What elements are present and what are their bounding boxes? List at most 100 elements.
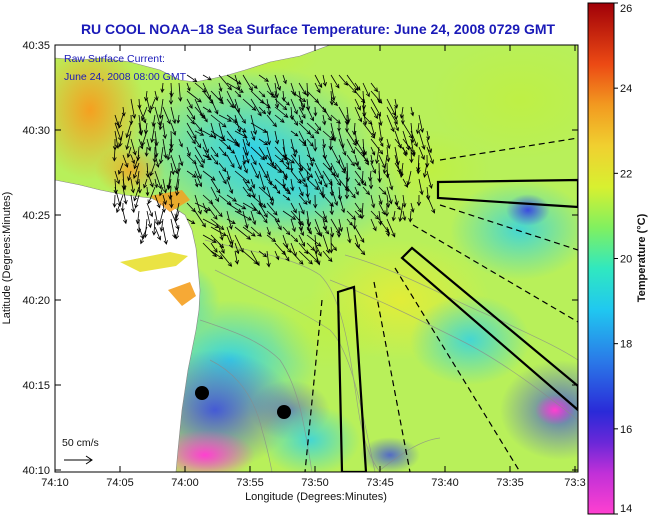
current-vector — [127, 170, 132, 182]
current-vector — [306, 226, 312, 235]
current-vector — [234, 74, 241, 91]
current-vector — [138, 138, 144, 150]
current-vector — [202, 170, 216, 181]
current-vector — [354, 154, 360, 167]
current-vector — [345, 122, 349, 133]
current-vector — [314, 82, 321, 94]
current-vector — [159, 218, 164, 233]
current-vector — [118, 130, 124, 148]
current-vector — [112, 146, 117, 162]
current-vector — [161, 202, 166, 213]
current-vector — [306, 106, 314, 122]
current-vector — [282, 146, 290, 166]
current-vector — [194, 178, 199, 188]
current-vector — [258, 250, 268, 258]
current-vector — [218, 170, 227, 185]
current-vector — [129, 114, 134, 125]
current-vector — [305, 82, 310, 98]
current-vector — [234, 114, 242, 133]
current-vector — [384, 202, 390, 217]
current-vector — [282, 170, 288, 181]
current-vector — [290, 114, 299, 126]
transect-box-southeast — [400, 246, 578, 412]
current-vector — [154, 154, 160, 168]
current-vector — [314, 250, 321, 266]
current-vector — [409, 146, 414, 164]
x-tick-label: 73:45 — [366, 477, 394, 489]
current-vector — [194, 122, 203, 133]
current-vector — [114, 186, 122, 207]
x-tick-label: 74:00 — [171, 477, 199, 489]
current-vector — [370, 154, 374, 165]
current-vector — [274, 74, 281, 91]
current-vector — [130, 178, 135, 194]
current-vector — [242, 146, 250, 164]
current-vector — [362, 114, 373, 125]
current-vector — [338, 218, 343, 233]
current-vector — [151, 218, 157, 236]
current-vector — [125, 130, 132, 151]
current-vector — [218, 82, 223, 92]
current-vector — [330, 74, 340, 89]
current-vector — [250, 122, 268, 133]
current-vector — [258, 138, 269, 146]
current-vector — [298, 82, 307, 96]
current-vector — [218, 90, 223, 102]
current-vector — [210, 202, 223, 218]
annotation-line-1: Raw Surface Current: — [64, 53, 165, 65]
current-vector — [322, 114, 327, 126]
colorbar-tick-label: 24 — [620, 83, 632, 95]
current-vector — [146, 170, 154, 188]
current-vector — [370, 106, 378, 120]
current-vector — [250, 98, 262, 117]
current-vector — [394, 202, 401, 211]
current-vector — [234, 202, 247, 210]
current-vector — [242, 74, 253, 92]
current-vector — [218, 162, 227, 173]
current-vector — [242, 130, 250, 147]
current-vector — [242, 98, 257, 111]
current-vector — [290, 146, 298, 153]
current-vector — [266, 98, 272, 116]
current-vector — [370, 194, 376, 209]
current-vector — [226, 218, 236, 225]
current-vector — [394, 194, 399, 206]
current-vector — [250, 154, 257, 166]
current-vector — [202, 106, 212, 113]
coast-land — [55, 179, 201, 472]
current-vector — [274, 250, 280, 261]
current-vector — [159, 186, 164, 197]
current-vector — [145, 162, 150, 178]
current-vector — [306, 170, 310, 181]
current-vector — [378, 218, 390, 234]
current-vector — [121, 106, 126, 117]
current-vector — [226, 170, 231, 181]
current-vector — [226, 154, 235, 169]
current-vector — [314, 242, 322, 257]
current-vector — [377, 90, 382, 104]
current-vector — [186, 154, 197, 165]
current-vector — [210, 154, 219, 166]
current-vector — [322, 178, 328, 188]
current-vector — [289, 106, 294, 121]
current-vector — [175, 178, 180, 197]
current-vector — [370, 122, 376, 137]
current-vector — [176, 114, 181, 124]
current-vector — [370, 210, 380, 220]
current-vector — [306, 194, 311, 205]
current-vector — [218, 74, 232, 91]
current-vector — [234, 90, 242, 98]
current-vector — [346, 226, 352, 244]
map-frame — [54, 44, 579, 473]
current-vector — [426, 138, 433, 154]
current-vector — [306, 250, 319, 263]
y-tick-label: 40:10 — [22, 465, 50, 477]
station-marker-2 — [277, 405, 291, 419]
current-vectors — [112, 74, 436, 268]
current-vector — [298, 162, 314, 179]
current-vector — [150, 122, 156, 144]
current-vector — [170, 162, 175, 176]
current-vector — [298, 154, 303, 173]
current-vector — [186, 114, 195, 125]
